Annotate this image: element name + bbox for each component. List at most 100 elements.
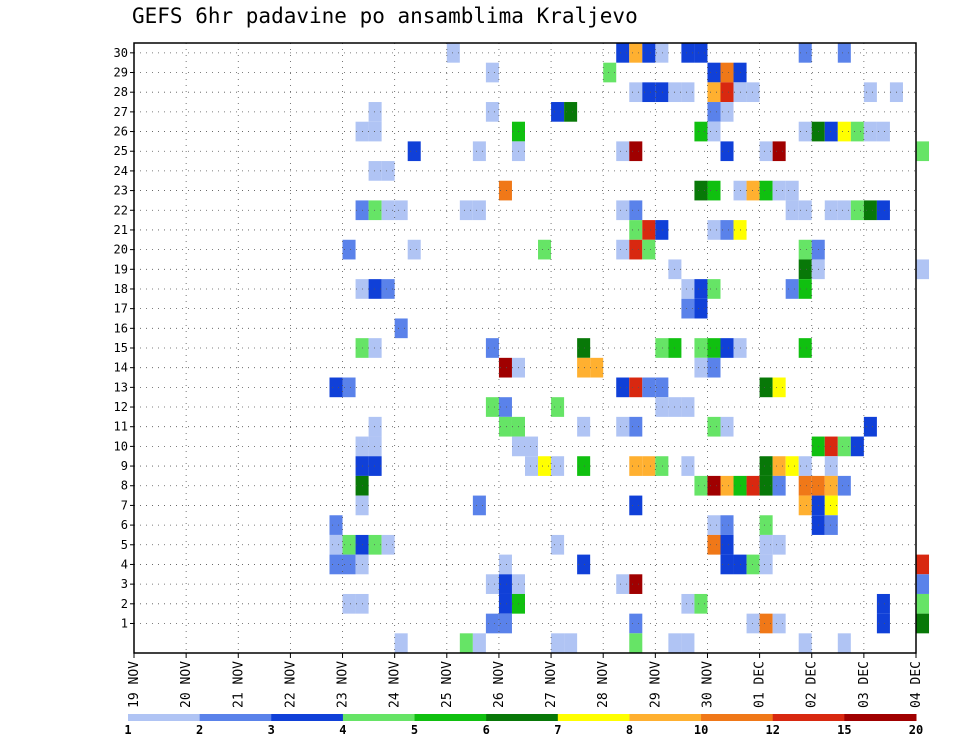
data-cell — [759, 141, 773, 162]
data-cell — [876, 200, 890, 221]
y-tick-label: 30 — [114, 46, 128, 60]
data-cell — [498, 613, 512, 634]
colorbar-swatch — [414, 714, 487, 721]
data-cell — [837, 436, 851, 457]
colorbar-label: 6 — [483, 723, 490, 737]
data-cell — [850, 200, 864, 221]
data-cell — [772, 180, 786, 201]
data-cell — [707, 534, 721, 555]
data-cell — [329, 554, 343, 575]
data-cell — [694, 593, 708, 614]
data-cell — [720, 338, 734, 358]
data-cell — [707, 357, 721, 378]
data-cell — [720, 220, 734, 240]
y-tick-label: 7 — [121, 498, 128, 512]
colorbar-swatch — [772, 714, 845, 721]
y-tick-label: 8 — [121, 479, 128, 493]
data-cell — [772, 475, 786, 496]
data-cell — [798, 121, 812, 142]
data-cell — [759, 377, 773, 398]
y-tick-label: 25 — [114, 144, 128, 158]
x-tick-label: 22 NOV — [283, 661, 298, 708]
data-cell — [551, 102, 565, 122]
data-cell — [720, 554, 734, 575]
x-tick-label: 28 NOV — [596, 661, 611, 708]
data-cell — [616, 416, 630, 437]
colorbar-label: 10 — [694, 723, 708, 737]
y-tick-label: 23 — [114, 184, 128, 198]
data-cell — [342, 534, 356, 555]
x-tick-label: 25 NOV — [440, 661, 455, 708]
data-cell — [707, 416, 721, 437]
data-cell — [772, 141, 786, 162]
data-cell — [498, 397, 512, 417]
data-cell — [694, 121, 708, 142]
data-cell — [824, 475, 838, 496]
data-cell — [329, 515, 343, 535]
data-cell — [681, 633, 695, 653]
data-cell — [707, 338, 721, 358]
y-tick-label: 29 — [114, 66, 128, 80]
data-cell — [798, 200, 812, 221]
data-cell — [720, 475, 734, 496]
y-tick-label: 13 — [114, 380, 128, 394]
data-cell — [655, 220, 669, 240]
data-cell — [498, 416, 512, 437]
data-cell — [707, 279, 721, 299]
data-cell — [720, 62, 734, 83]
data-cell — [368, 534, 382, 555]
data-cell — [368, 279, 382, 299]
data-cell — [498, 554, 512, 575]
data-cell — [472, 633, 486, 653]
data-cell — [394, 633, 408, 653]
data-cell — [629, 416, 643, 437]
x-tick-label: 20 NOV — [179, 661, 194, 708]
data-cell — [785, 456, 799, 476]
data-cell — [329, 534, 343, 555]
data-cell — [498, 574, 512, 594]
data-cell — [603, 62, 617, 83]
data-cell — [916, 259, 930, 280]
y-tick-label: 18 — [114, 282, 128, 296]
data-cell — [485, 574, 499, 594]
data-cell — [850, 121, 864, 142]
data-cell — [368, 456, 382, 476]
data-cell — [785, 180, 799, 201]
data-cell — [459, 200, 473, 221]
data-cell — [668, 633, 682, 653]
cells-layer — [329, 43, 930, 653]
data-cell — [381, 279, 395, 299]
data-cell — [485, 62, 499, 83]
y-tick-label: 17 — [114, 302, 128, 316]
data-cell — [694, 298, 708, 319]
colorbar-label: 1 — [124, 723, 131, 737]
data-cell — [629, 574, 643, 594]
data-cell — [876, 593, 890, 614]
x-tick-label: 03 DEC — [857, 661, 872, 708]
chart-title: GEFS 6hr padavine po ansamblima Kraljevo — [132, 4, 638, 28]
data-cell — [759, 515, 773, 535]
data-cell — [759, 475, 773, 496]
data-cell — [850, 436, 864, 457]
x-tick-label: 04 DEC — [909, 661, 924, 708]
x-tick-label: 21 NOV — [231, 661, 246, 708]
data-cell — [759, 554, 773, 575]
data-cell — [772, 377, 786, 398]
data-cell — [525, 436, 539, 457]
data-cell — [329, 377, 343, 398]
data-cell — [707, 475, 721, 496]
data-cell — [577, 338, 591, 358]
data-cell — [368, 121, 382, 142]
data-cell — [720, 82, 734, 103]
data-cell — [629, 82, 643, 103]
data-cell — [538, 239, 552, 260]
x-axis: 19 NOV 20 NOV 21 NOV 22 NOV 23 NOV 24 NOV 25 N… — [127, 653, 924, 708]
data-cell — [798, 239, 812, 260]
data-cell — [629, 239, 643, 260]
colorbar-swatch — [486, 714, 559, 721]
data-cell — [759, 180, 773, 201]
colorbar-label: 2 — [196, 723, 203, 737]
data-cell — [485, 397, 499, 417]
data-cell — [707, 102, 721, 122]
